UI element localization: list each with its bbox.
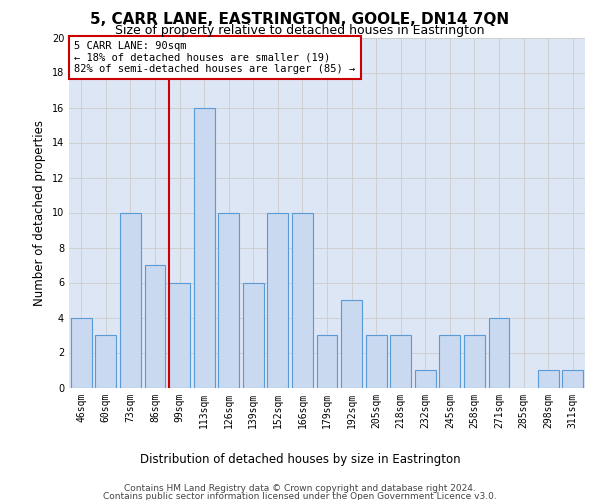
Text: Size of property relative to detached houses in Eastrington: Size of property relative to detached ho…: [115, 24, 485, 37]
Bar: [439, 335, 460, 388]
Bar: [562, 370, 583, 388]
Bar: [317, 335, 337, 388]
Bar: [145, 265, 166, 388]
Bar: [120, 212, 141, 388]
Bar: [95, 335, 116, 388]
Y-axis label: Number of detached properties: Number of detached properties: [33, 120, 46, 306]
Bar: [243, 282, 264, 388]
Text: Contains public sector information licensed under the Open Government Licence v3: Contains public sector information licen…: [103, 492, 497, 500]
Bar: [169, 282, 190, 388]
Bar: [365, 335, 386, 388]
Bar: [488, 318, 509, 388]
Text: Distribution of detached houses by size in Eastrington: Distribution of detached houses by size …: [140, 452, 460, 466]
Bar: [390, 335, 411, 388]
Bar: [341, 300, 362, 388]
Text: Contains HM Land Registry data © Crown copyright and database right 2024.: Contains HM Land Registry data © Crown c…: [124, 484, 476, 493]
Text: 5 CARR LANE: 90sqm
← 18% of detached houses are smaller (19)
82% of semi-detache: 5 CARR LANE: 90sqm ← 18% of detached hou…: [74, 41, 355, 74]
Bar: [464, 335, 485, 388]
Bar: [415, 370, 436, 388]
Bar: [538, 370, 559, 388]
Bar: [71, 318, 92, 388]
Text: 5, CARR LANE, EASTRINGTON, GOOLE, DN14 7QN: 5, CARR LANE, EASTRINGTON, GOOLE, DN14 7…: [91, 12, 509, 26]
Bar: [194, 108, 215, 388]
Bar: [218, 212, 239, 388]
Bar: [292, 212, 313, 388]
Bar: [268, 212, 289, 388]
